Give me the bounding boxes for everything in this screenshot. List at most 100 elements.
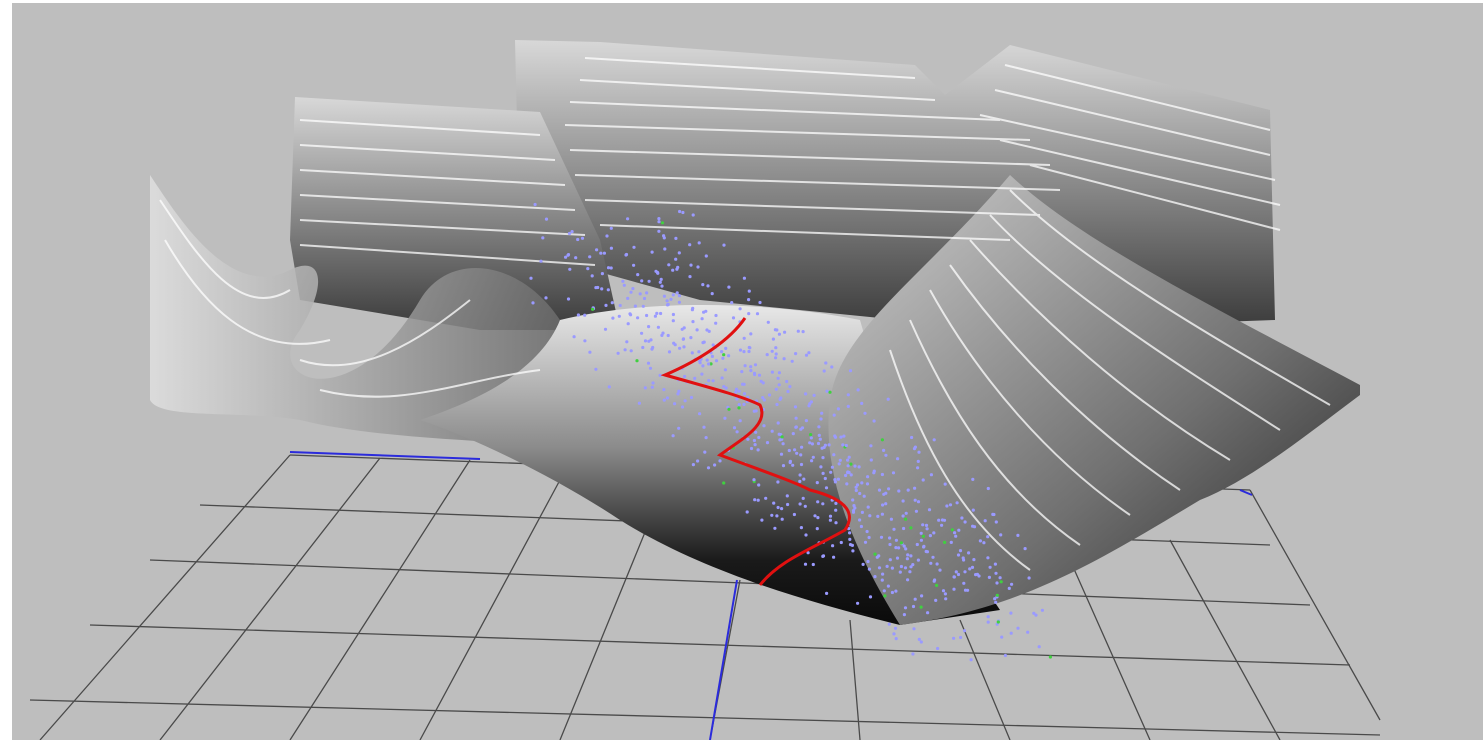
point (676, 291, 679, 294)
point (869, 444, 872, 447)
point (845, 444, 848, 447)
point (642, 305, 645, 308)
point (691, 351, 694, 354)
point (643, 297, 646, 300)
point (681, 405, 684, 408)
point (659, 312, 662, 315)
point (757, 499, 760, 502)
point (995, 520, 998, 523)
point (846, 471, 849, 474)
point (659, 281, 662, 284)
point (634, 305, 637, 308)
point (910, 436, 913, 439)
point (545, 218, 548, 221)
point (967, 551, 970, 554)
point (929, 562, 932, 565)
point (794, 405, 797, 408)
point (698, 241, 701, 244)
point (896, 457, 899, 460)
point (733, 426, 736, 429)
point (813, 514, 816, 517)
point (711, 355, 714, 358)
point (721, 357, 724, 360)
point (666, 299, 669, 302)
point (573, 335, 576, 338)
point (682, 337, 685, 340)
point (926, 527, 929, 530)
point (833, 414, 836, 417)
point (647, 362, 650, 365)
point (970, 658, 973, 661)
point (915, 510, 918, 513)
point (1024, 547, 1027, 550)
point (839, 436, 842, 439)
point (834, 502, 837, 505)
point (692, 463, 695, 466)
point (900, 541, 903, 544)
point (702, 311, 705, 314)
point (982, 541, 985, 544)
point (866, 560, 869, 563)
point (912, 627, 915, 630)
point (737, 406, 740, 409)
point (742, 403, 745, 406)
point (775, 403, 778, 406)
point (891, 591, 894, 594)
point (914, 446, 917, 449)
point (774, 346, 777, 349)
point (682, 345, 685, 348)
point (991, 513, 994, 516)
point (534, 203, 537, 206)
point (855, 489, 858, 492)
point (824, 361, 827, 364)
point (897, 546, 900, 549)
point (656, 272, 659, 275)
point (847, 393, 850, 396)
point (838, 462, 841, 465)
point (906, 557, 909, 560)
point (747, 312, 750, 315)
point (904, 547, 907, 550)
point (892, 528, 895, 531)
point (697, 350, 700, 353)
point (782, 442, 785, 445)
point (876, 515, 879, 518)
point (887, 487, 890, 490)
point (862, 563, 865, 566)
point (921, 523, 924, 526)
point (771, 350, 774, 353)
point (743, 392, 746, 395)
point (848, 456, 851, 459)
point (839, 459, 842, 462)
point (734, 390, 737, 393)
point (649, 367, 652, 370)
point (799, 453, 802, 456)
point (651, 386, 654, 389)
point (851, 498, 854, 501)
point (666, 396, 669, 399)
point (894, 590, 897, 593)
point (668, 350, 671, 353)
point (720, 350, 723, 353)
point (693, 377, 696, 380)
point (778, 333, 781, 336)
point (832, 453, 835, 456)
point (810, 400, 813, 403)
point (660, 285, 663, 288)
point (1000, 636, 1003, 639)
point (667, 334, 670, 337)
point (674, 258, 677, 261)
point (804, 505, 807, 508)
point (971, 566, 974, 569)
point (799, 502, 802, 505)
point (645, 314, 648, 317)
point (539, 260, 542, 263)
point (747, 350, 750, 353)
point (972, 558, 975, 561)
point (804, 563, 807, 566)
point (819, 438, 822, 441)
point (678, 347, 681, 350)
point (807, 404, 810, 407)
point (673, 402, 676, 405)
point (878, 489, 881, 492)
